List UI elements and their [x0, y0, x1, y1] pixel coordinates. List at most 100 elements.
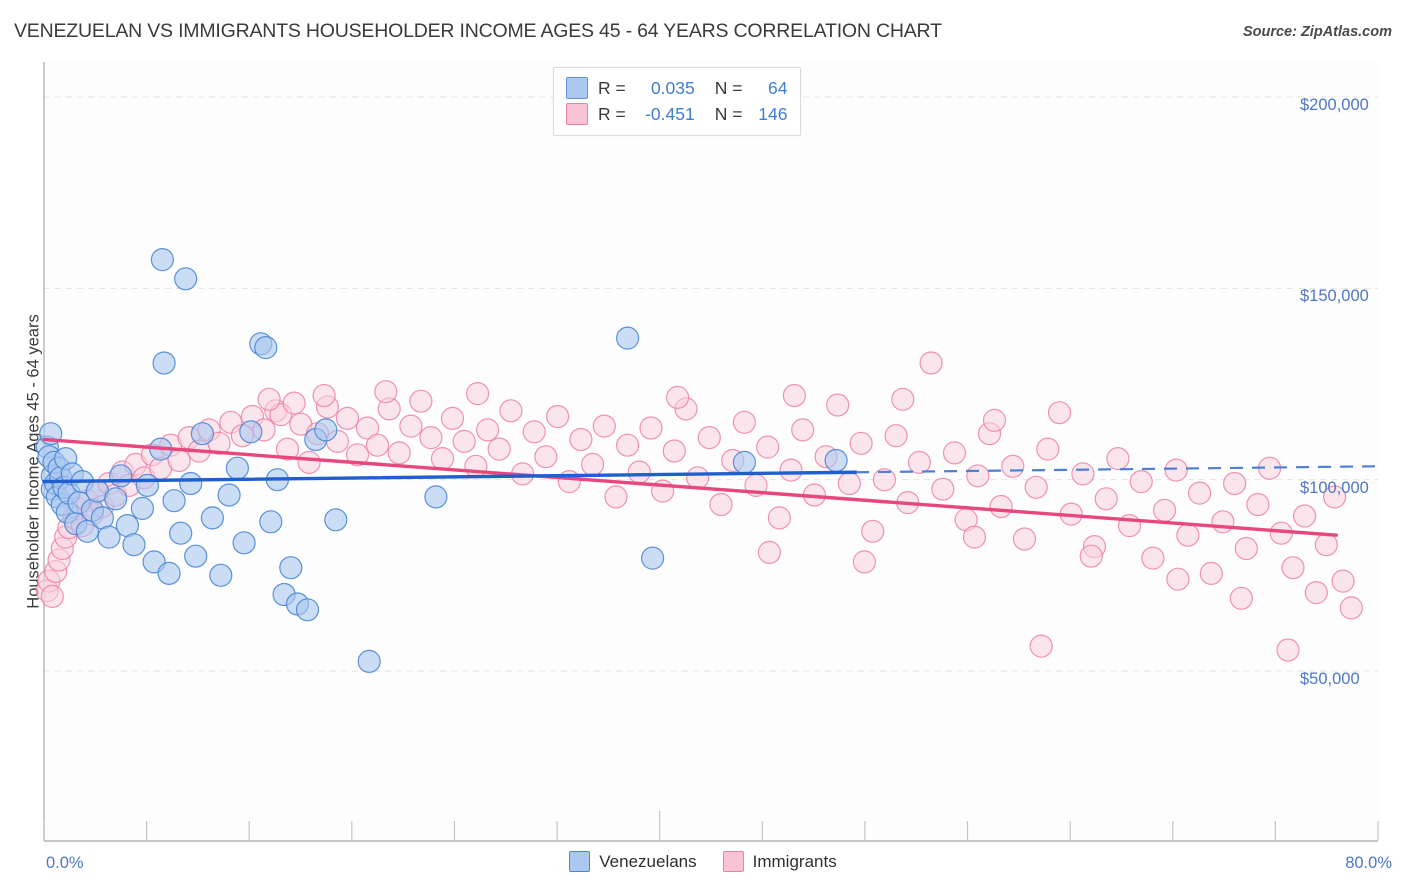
data-point-immigrant	[387, 441, 411, 465]
trendline-immigrants	[42, 437, 1339, 537]
data-point-immigrant	[826, 393, 850, 417]
data-point-immigrant	[1246, 492, 1270, 517]
data-point-immigrant	[335, 406, 360, 430]
data-point-immigrant	[907, 450, 932, 474]
data-point-immigrant	[1229, 586, 1253, 610]
correlation-legend: R = 0.035 N = 64 R = -0.451 N = 146	[553, 67, 802, 136]
data-point-immigrant	[942, 441, 967, 465]
data-point-immigrant	[1047, 401, 1072, 425]
data-point-immigrant	[697, 426, 721, 450]
legend-swatch-venezuelans-icon	[566, 77, 588, 99]
data-point-venezuelan	[135, 473, 159, 497]
data-point-venezuelan	[130, 496, 154, 520]
source-attribution: Source: ZipAtlas.com	[1242, 24, 1392, 40]
data-point-venezuelan	[179, 471, 203, 496]
data-point-venezuelan	[254, 336, 278, 360]
r-label-immigrants: R =	[598, 103, 626, 124]
data-point-immigrant	[365, 433, 390, 457]
data-point-venezuelan	[104, 487, 128, 511]
data-point-venezuelan	[232, 531, 256, 555]
data-point-immigrant	[627, 460, 651, 484]
data-point-immigrant	[1164, 458, 1188, 482]
data-point-immigrant	[399, 414, 423, 438]
correlation-row-venezuelans: R = 0.035 N = 64	[566, 75, 787, 101]
legend-swatch-immigrants-icon	[566, 103, 588, 125]
data-point-immigrant	[1152, 498, 1177, 522]
n-label-venezuelans: N =	[714, 77, 743, 98]
data-point-venezuelan	[152, 351, 176, 375]
series-swatch-venezuelans-icon	[569, 851, 591, 872]
data-point-immigrant	[1079, 544, 1103, 568]
data-point-immigrant	[982, 408, 1007, 432]
x-axis-max-label: 80.0%	[1345, 854, 1392, 872]
y-tick-label-200000: $200,000	[1300, 96, 1369, 114]
data-point-immigrant	[345, 443, 370, 467]
data-point-immigrant	[580, 452, 605, 476]
n-value-immigrants: 146	[758, 103, 788, 124]
data-point-venezuelan	[157, 561, 181, 586]
data-point-immigrant	[1281, 556, 1305, 580]
data-point-venezuelan	[150, 248, 174, 272]
n-value-venezuelans: 64	[768, 77, 788, 98]
data-point-immigrant	[1322, 485, 1347, 509]
data-point-immigrant	[1339, 596, 1363, 620]
data-point-venezuelan	[122, 533, 146, 557]
data-point-immigrant	[1331, 569, 1355, 593]
data-point-immigrant	[569, 427, 593, 452]
series-legend: Venezuelans Immigrants	[0, 851, 1406, 872]
data-point-immigrant	[40, 584, 64, 609]
data-point-venezuelan	[200, 506, 224, 530]
trendline-venezuelans	[42, 470, 858, 484]
plot-background	[44, 62, 1378, 841]
data-point-immigrant	[639, 416, 663, 440]
data-point-immigrant	[1222, 471, 1247, 496]
data-point-immigrant	[686, 466, 710, 490]
data-point-venezuelan	[225, 456, 249, 480]
data-point-immigrant	[732, 410, 757, 434]
data-point-immigrant	[962, 525, 987, 549]
data-point-venezuelan	[190, 422, 214, 446]
data-point-venezuelan	[824, 448, 848, 473]
series-legend-item-venezuelans[interactable]: Venezuelans	[569, 851, 697, 872]
data-point-immigrant	[1094, 487, 1118, 511]
data-point-venezuelan	[184, 544, 208, 568]
data-point-venezuelan	[314, 418, 338, 442]
data-point-immigrant	[779, 458, 803, 482]
data-point-immigrant	[1012, 527, 1037, 551]
correlation-row-immigrants: R = -0.451 N = 146	[566, 101, 787, 127]
data-point-immigrant	[1024, 475, 1048, 499]
data-point-immigrant	[1001, 454, 1025, 478]
data-point-immigrant	[709, 492, 733, 517]
data-point-venezuelan	[217, 483, 241, 507]
data-point-immigrant	[1176, 523, 1200, 547]
data-point-venezuelan	[732, 450, 757, 474]
data-point-immigrant	[931, 477, 955, 501]
series-label-venezuelans: Venezuelans	[599, 851, 697, 871]
data-point-immigrant	[756, 435, 780, 459]
data-point-venezuelan	[295, 598, 320, 622]
data-point-immigrant	[440, 406, 465, 430]
data-point-immigrant	[275, 437, 300, 461]
data-point-immigrant	[476, 418, 500, 442]
data-point-immigrant	[1187, 481, 1212, 505]
series-label-immigrants: Immigrants	[752, 851, 837, 871]
data-point-immigrant	[861, 519, 885, 543]
data-point-immigrant	[1036, 437, 1060, 461]
data-point-immigrant	[592, 414, 616, 438]
data-point-immigrant	[891, 387, 915, 411]
x-axis-min-label: 0.0%	[46, 854, 84, 872]
data-point-immigrant	[1129, 470, 1153, 494]
y-tick-label-50000: $50,000	[1300, 670, 1360, 688]
series-legend-item-immigrants[interactable]: Immigrants	[722, 851, 837, 872]
n-label-immigrants: N =	[714, 103, 743, 124]
data-point-immigrant	[464, 454, 488, 478]
series-swatch-immigrants-icon	[722, 851, 744, 872]
data-point-immigrant	[1106, 447, 1130, 471]
data-point-immigrant	[1199, 561, 1223, 586]
r-value-venezuelans: 0.035	[650, 77, 695, 98]
data-point-immigrant	[966, 464, 990, 488]
data-point-venezuelan	[239, 420, 263, 444]
data-point-immigrant	[419, 426, 443, 450]
data-point-venezuelan	[169, 521, 193, 545]
